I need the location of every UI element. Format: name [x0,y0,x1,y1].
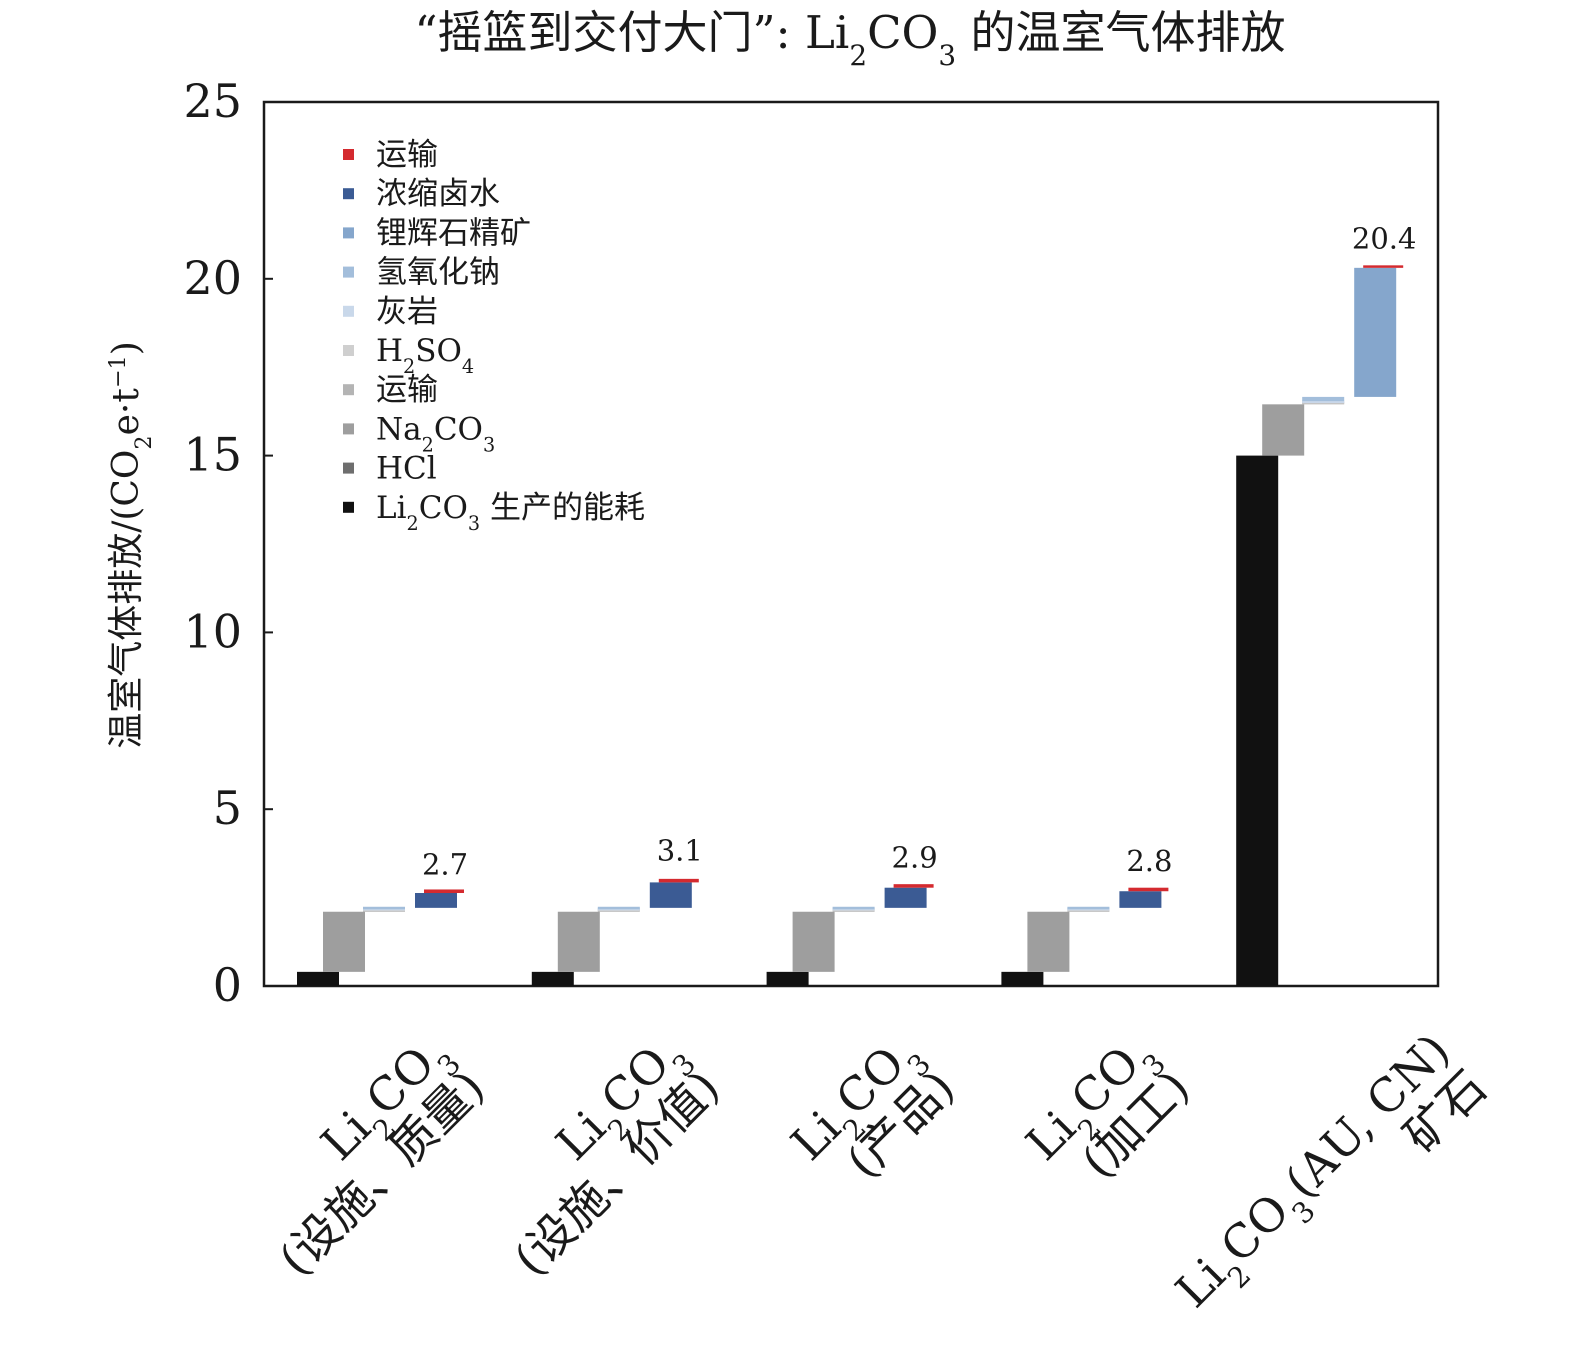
legend-label: HCl [376,451,437,487]
x-category-label: Li2CO3(AU, CN)矿石 [1165,1023,1497,1327]
svg-text:Li2CO3(AU, CN): Li2CO3(AU, CN) [1165,1023,1469,1327]
x-category-label: Li2CO3(加工) [1015,1036,1199,1189]
bar-segment [792,911,835,972]
total-value-label: 3.1 [657,833,703,867]
bar-segment [1354,267,1397,397]
bar-segment [766,971,809,986]
chart-title: “摇篮到交付大门”: Li2CO3 的温室气体排放 [415,6,1286,72]
total-value-label: 2.7 [422,848,468,882]
bars [297,265,1404,987]
total-value-label: 20.4 [1352,222,1417,256]
x-category-label: Li2CO3(产品) [780,1036,964,1189]
y-tick-label: 0 [213,958,242,1012]
bar-segment [1236,455,1279,987]
bar-segment [297,971,339,986]
legend-label: H2SO4 [376,333,474,378]
bar-segment [1363,265,1404,268]
legend-swatch [343,149,354,160]
bar-segment [1067,906,1110,910]
x-category-label: Li2CO3(设施、质量) [268,1036,494,1286]
legend-label: Li2CO3 生产的能耗 [376,490,645,535]
legend-label: Na2CO3 [376,411,495,456]
bar-segment [1119,891,1162,908]
x-axis-category-labels: Li2CO3(设施、质量) Li2CO3(设施、价值) Li2CO3(产品) Li2C… [268,1023,1497,1327]
legend-label: 浓缩卤水 [376,176,500,212]
plot-frame [262,100,1440,988]
y-tick-label: 25 [183,74,242,128]
legend-label: 灰岩 [376,294,438,330]
legend-swatch [343,266,354,278]
legend: 运输浓缩卤水锂辉石精矿氢氧化钠灰岩H2SO4运输Na2CO3HClLi2CO3 … [343,137,645,534]
y-axis-label: 温室气体排放/(CO2e·t−1) [105,341,157,749]
legend-swatch [343,305,354,317]
bar-segment [1001,971,1044,986]
legend-label: 运输 [376,137,438,173]
bar-segment [557,911,600,972]
y-tick-label: 20 [183,251,242,305]
y-tick-label: 10 [183,604,242,658]
total-value-label: 2.9 [892,840,938,874]
bar-segment [424,889,464,894]
legend-swatch [343,462,354,474]
bar-segment [323,911,365,972]
bar-segment [1128,887,1169,892]
bar-segment [893,884,934,888]
total-value-labels: 2.7 3.1 2.9 2.8 20.4 [422,222,1417,882]
bar-segment [832,906,875,910]
legend-swatch [343,345,354,356]
bar-segment [649,882,692,908]
legend-label: 运输 [376,372,438,408]
bar-segment [597,906,640,910]
bar-segment [1302,400,1345,403]
bar-segment [1027,911,1070,972]
x-category-label: Li2CO3(设施、价值) [503,1036,729,1286]
bar-segment [415,893,457,908]
y-tick-label: 15 [183,428,242,482]
legend-swatch [343,501,354,513]
bar-segment [363,906,405,910]
legend-label: 氢氧化钠 [376,255,500,291]
y-tick-label: 5 [213,781,242,835]
legend-swatch [343,384,354,396]
legend-swatch [343,188,354,200]
total-value-label: 2.8 [1126,844,1172,878]
bar-segment [1262,404,1305,456]
bar-segment [884,887,927,908]
legend-label: 锂辉石精矿 [376,215,531,251]
y-axis-ticks: 0 5 10 15 20 25 [183,74,273,1012]
bar-segment [1302,396,1345,402]
bar-segment [531,971,574,986]
legend-swatch [343,423,354,435]
svg-text:温室气体排放/(CO2e·t−1): 温室气体排放/(CO2e·t−1) [105,341,157,749]
legend-swatch [343,227,354,239]
bar-segment [658,878,699,883]
